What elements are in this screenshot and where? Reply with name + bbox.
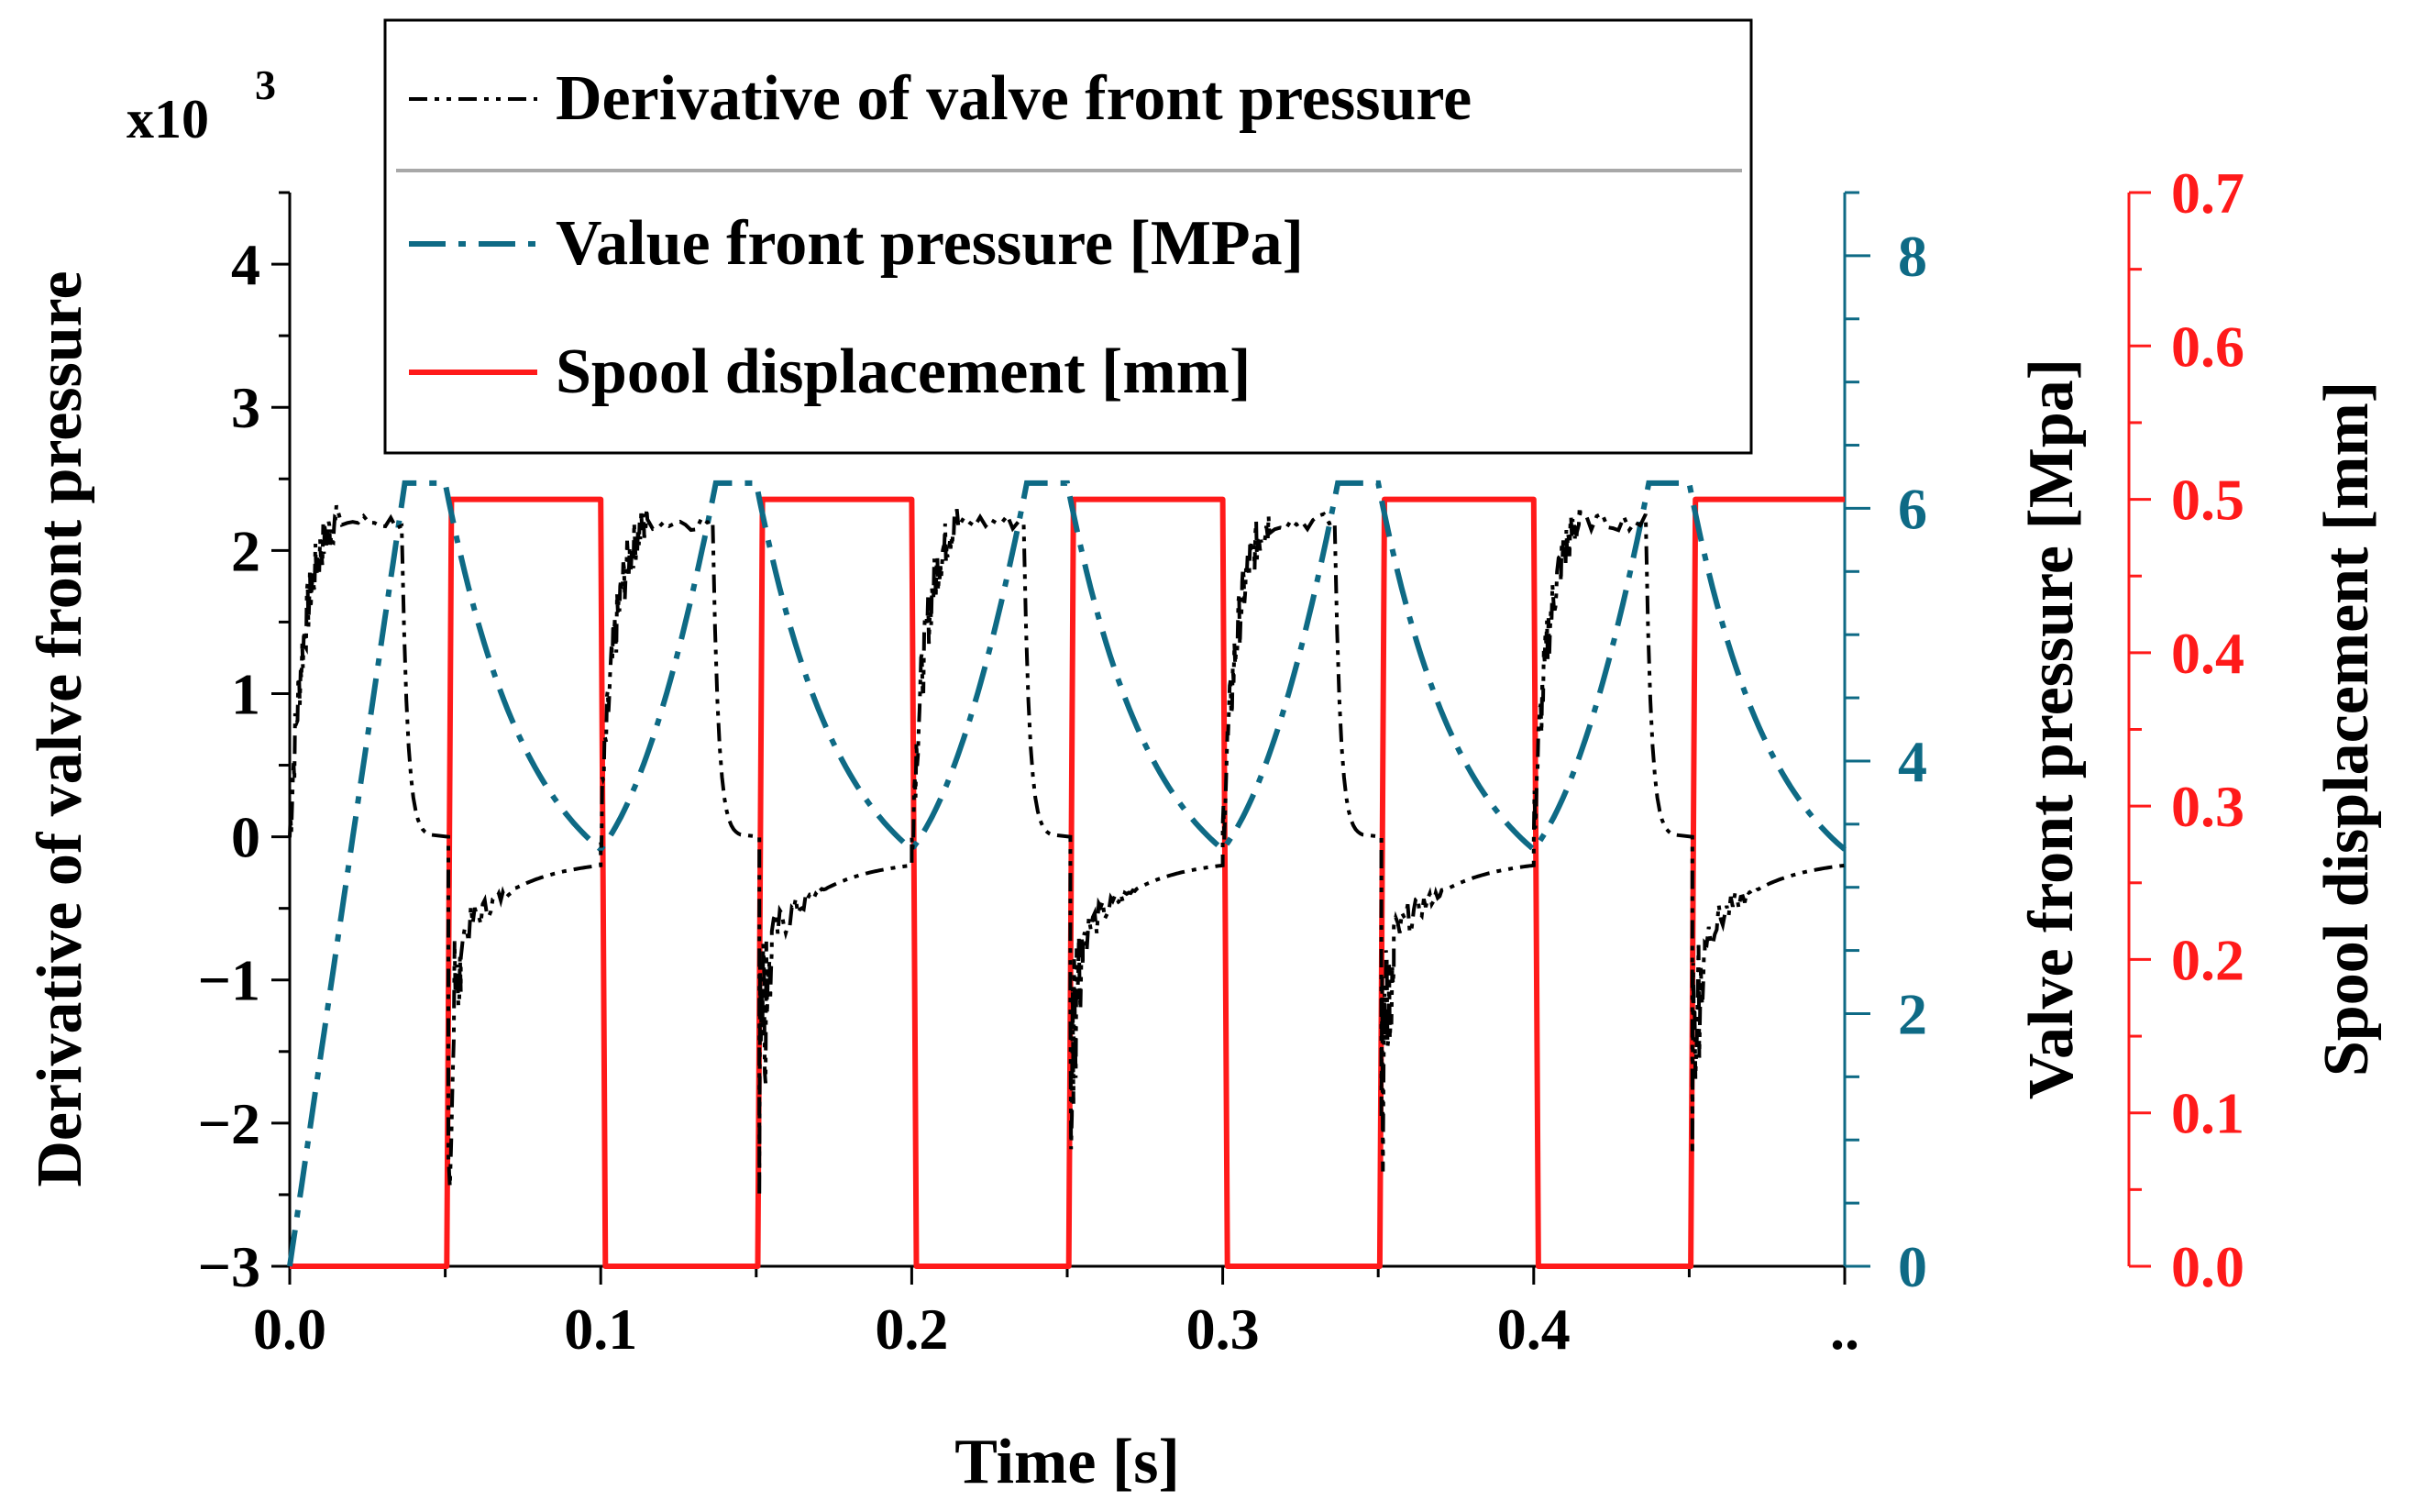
y-left-tick-label: 2 bbox=[231, 518, 260, 583]
y-spool-tick-label: 0.6 bbox=[2171, 314, 2244, 379]
derivative-line bbox=[288, 504, 1846, 1196]
x-tick-label: 0.2 bbox=[875, 1297, 948, 1362]
y-left-tick-label: −3 bbox=[198, 1234, 260, 1299]
y-pressure-tick-label: 6 bbox=[1898, 476, 1927, 541]
legend-entry: Spool displacement [mm] bbox=[556, 337, 1251, 407]
y-pressure-tick-label: 2 bbox=[1898, 981, 1927, 1046]
y-left-tick-label: −1 bbox=[198, 948, 260, 1013]
y-left-multiplier: x10 bbox=[127, 89, 209, 149]
x-tick-label: 0.4 bbox=[1497, 1297, 1571, 1362]
y-left-axis-label: Derivative of valve front pressure bbox=[25, 270, 95, 1186]
y-pressure-axis-label: Valve front pressure [Mpa] bbox=[2016, 359, 2087, 1099]
x-tick-label: .. bbox=[1830, 1297, 1859, 1362]
y-pressure-tick-label: 0 bbox=[1898, 1234, 1927, 1299]
labels: 0.0 0.1 0.2 0.3 0.4 .. Time [s] −3 −2 −1 0 1 2 3 4 x10 3… bbox=[25, 61, 2382, 1497]
legend-box bbox=[383, 18, 1753, 455]
y-left-tick-label: 4 bbox=[231, 232, 260, 297]
y-spool-axis-label: Spool displacement [mm] bbox=[2311, 381, 2382, 1076]
spool-displacement-line bbox=[290, 496, 1845, 1269]
y-spool-tick-label: 0.3 bbox=[2171, 774, 2244, 839]
y-pressure-tick-label: 8 bbox=[1898, 224, 1927, 289]
y-pressure-tick-label: 4 bbox=[1898, 729, 1927, 794]
y-spool-tick-label: 0.4 bbox=[2171, 621, 2244, 686]
x-axis-label: Time [s] bbox=[954, 1427, 1180, 1497]
y-left-tick-label: 1 bbox=[231, 661, 260, 726]
legend: Derivative of valve front pressure Value … bbox=[383, 18, 1753, 455]
y-spool-tick-label: 0.1 bbox=[2171, 1081, 2244, 1146]
series-layer bbox=[287, 480, 1847, 1269]
y-spool-tick-label: 0.5 bbox=[2171, 468, 2244, 533]
y-spool-tick-label: 0.7 bbox=[2171, 160, 2244, 226]
x-tick-label: 0.1 bbox=[564, 1297, 637, 1362]
y-spool-tick-label: 0.2 bbox=[2171, 927, 2244, 992]
valve-front-pressure-line bbox=[287, 480, 1847, 1267]
x-tick-label: 0.0 bbox=[253, 1297, 326, 1362]
x-tick-label: 0.3 bbox=[1186, 1297, 1260, 1362]
y-left-tick-label: −2 bbox=[198, 1091, 260, 1156]
y-left-tick-label: 3 bbox=[231, 375, 260, 440]
legend-entry: Derivative of valve front pressure bbox=[556, 63, 1472, 134]
legend-entry: Value front pressure [MPa] bbox=[556, 208, 1304, 279]
y-left-multiplier-exponent: 3 bbox=[255, 61, 276, 108]
y-left-tick-label: 0 bbox=[231, 805, 260, 870]
y-spool-tick-label: 0.0 bbox=[2171, 1234, 2244, 1299]
